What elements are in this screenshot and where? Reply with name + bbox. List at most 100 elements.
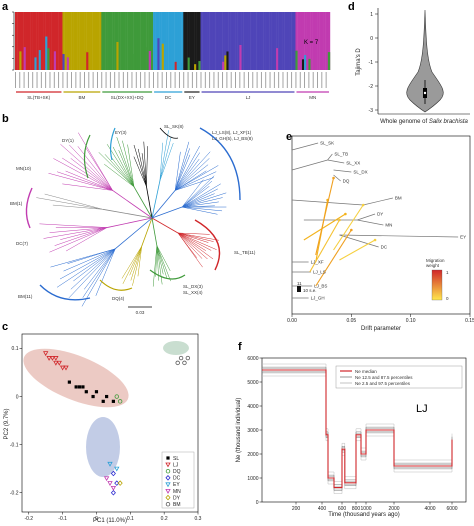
migration-edge xyxy=(315,229,352,287)
tree-leaf-branch xyxy=(104,163,135,188)
se-bar xyxy=(297,286,301,292)
migration-edge xyxy=(315,177,335,256)
tree-leaf-branch xyxy=(174,151,211,191)
structure-bar xyxy=(228,12,231,70)
panel-b: b EY(3) DY(1) MN(10) BM(1) DC(7) BM(11) … xyxy=(2,113,256,315)
structure-bar-admix xyxy=(181,62,184,70)
treemix-leaf: SL_SK xyxy=(320,141,334,146)
tajima-tick-label: -1 xyxy=(369,60,374,66)
pca-point xyxy=(175,360,180,366)
structure-bar-admix xyxy=(53,51,57,70)
structure-bar xyxy=(51,12,55,70)
structure-bar-admix xyxy=(135,44,139,70)
structure-bar xyxy=(321,12,324,70)
tree-leaf-branch xyxy=(177,232,206,251)
ne-lines xyxy=(262,363,453,494)
tree-branch xyxy=(133,186,153,219)
treemix-edge xyxy=(339,234,379,248)
pca-y-tick-label: 0.1 xyxy=(12,346,19,352)
ne-legend: Ne median Ne 12.5 and 87.5 percentiles N… xyxy=(335,365,463,389)
structure-bar xyxy=(325,12,329,70)
treemix-leaf: SL_XX xyxy=(346,161,360,166)
structure-bar-admix xyxy=(226,51,229,70)
ne-y-tick-label: 1000 xyxy=(247,476,258,482)
structure-bar xyxy=(73,12,76,70)
sample-label xyxy=(226,72,228,88)
sample-labels xyxy=(15,72,327,88)
panel-a-label: a xyxy=(2,1,9,13)
sample-label xyxy=(109,72,111,88)
pca-ellipse-bm xyxy=(163,341,189,355)
migration-edge xyxy=(309,219,340,273)
pca-point xyxy=(111,399,115,403)
treemix-x-label: Drift parameter xyxy=(361,326,401,332)
sample-label xyxy=(79,72,81,88)
structure-bar-admix xyxy=(34,57,37,70)
structure-bar xyxy=(60,12,63,70)
structure-bar xyxy=(291,12,294,70)
sample-label xyxy=(32,72,34,88)
tree-leaf-branch xyxy=(68,248,116,299)
sample-label xyxy=(157,72,159,88)
sample-label xyxy=(222,72,224,88)
pca-point xyxy=(117,399,123,404)
treemix-leaf: LJ_BS xyxy=(314,284,327,289)
structure-bar-admix xyxy=(239,45,242,70)
structure-bar xyxy=(133,12,137,70)
clade-label-dq: DQ(4) xyxy=(112,296,125,301)
structure-bar xyxy=(178,12,182,70)
pca-legend-marker xyxy=(165,482,171,488)
pca-point xyxy=(110,470,116,477)
sample-label xyxy=(278,72,280,88)
clade-label-bm11: BM(11) xyxy=(18,294,33,299)
tree-leaf-branch xyxy=(141,153,147,187)
structure-bar xyxy=(185,12,188,70)
sample-label xyxy=(114,72,116,88)
tree-leaf-branch xyxy=(137,246,142,277)
tree-leaf-branch xyxy=(177,232,212,251)
tajima-x-label: Whole genome of Salix brachista xyxy=(380,119,468,125)
sample-label xyxy=(131,72,133,88)
sample-label xyxy=(96,72,98,88)
tajima-ticks: 1 0 -1 -2 -3 xyxy=(369,12,378,114)
tree-leaf-branch xyxy=(174,152,200,191)
clade-arcs xyxy=(25,127,241,301)
structure-bar xyxy=(260,12,264,70)
tree-leaf-branch xyxy=(177,232,203,268)
treemix-leaf: MN xyxy=(385,223,392,228)
pca-x-tick-label: 0.3 xyxy=(195,516,202,522)
sample-label xyxy=(239,72,241,88)
tajima-tick-label: -2 xyxy=(369,84,374,90)
ne-pop-label: LJ xyxy=(416,403,428,415)
tree-leaf-branch xyxy=(116,137,135,187)
structure-bar xyxy=(327,12,331,70)
sample-label xyxy=(66,72,68,88)
structure-bar xyxy=(103,12,106,70)
group-names: SL(TB+SK) BM SL(DX+XX)+DQ DC EY LJ MN xyxy=(27,95,316,100)
tree-leaf-branch xyxy=(77,146,113,191)
structure-bar xyxy=(90,12,93,70)
pca-y-label: PC2 (9.7%) xyxy=(4,408,10,439)
panel-d: d 1 0 -1 -2 -3 Tajima's D Whole genome of Sa… xyxy=(348,1,470,125)
tree-leaf-branch xyxy=(133,144,147,187)
pca-point xyxy=(59,365,66,371)
pca-point xyxy=(84,390,88,394)
structure-bar xyxy=(47,12,50,70)
sample-label xyxy=(58,72,60,88)
structure-bar xyxy=(258,12,262,70)
tree-branch xyxy=(151,206,183,219)
treemix-edge xyxy=(327,159,345,164)
clade-label-mn: MN(10) xyxy=(16,166,32,171)
structure-bar-admix xyxy=(327,52,331,70)
tree-leaf-branch xyxy=(174,164,209,191)
structure-bar xyxy=(189,12,193,70)
pca-point xyxy=(77,385,82,389)
structure-bar xyxy=(265,12,268,70)
structure-bar xyxy=(194,12,197,70)
ne-legend-2: Ne 2.5 and 97.5 percentiles xyxy=(355,381,411,386)
tree-leaf-branch xyxy=(43,227,108,239)
tree-leaf-branch xyxy=(156,245,171,282)
sample-label xyxy=(122,72,124,88)
